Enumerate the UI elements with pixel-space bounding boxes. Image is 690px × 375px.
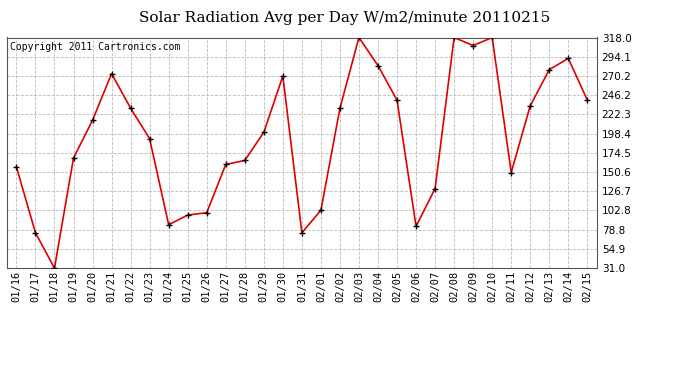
Text: Copyright 2011 Cartronics.com: Copyright 2011 Cartronics.com	[10, 42, 180, 52]
Text: Solar Radiation Avg per Day W/m2/minute 20110215: Solar Radiation Avg per Day W/m2/minute …	[139, 11, 551, 25]
